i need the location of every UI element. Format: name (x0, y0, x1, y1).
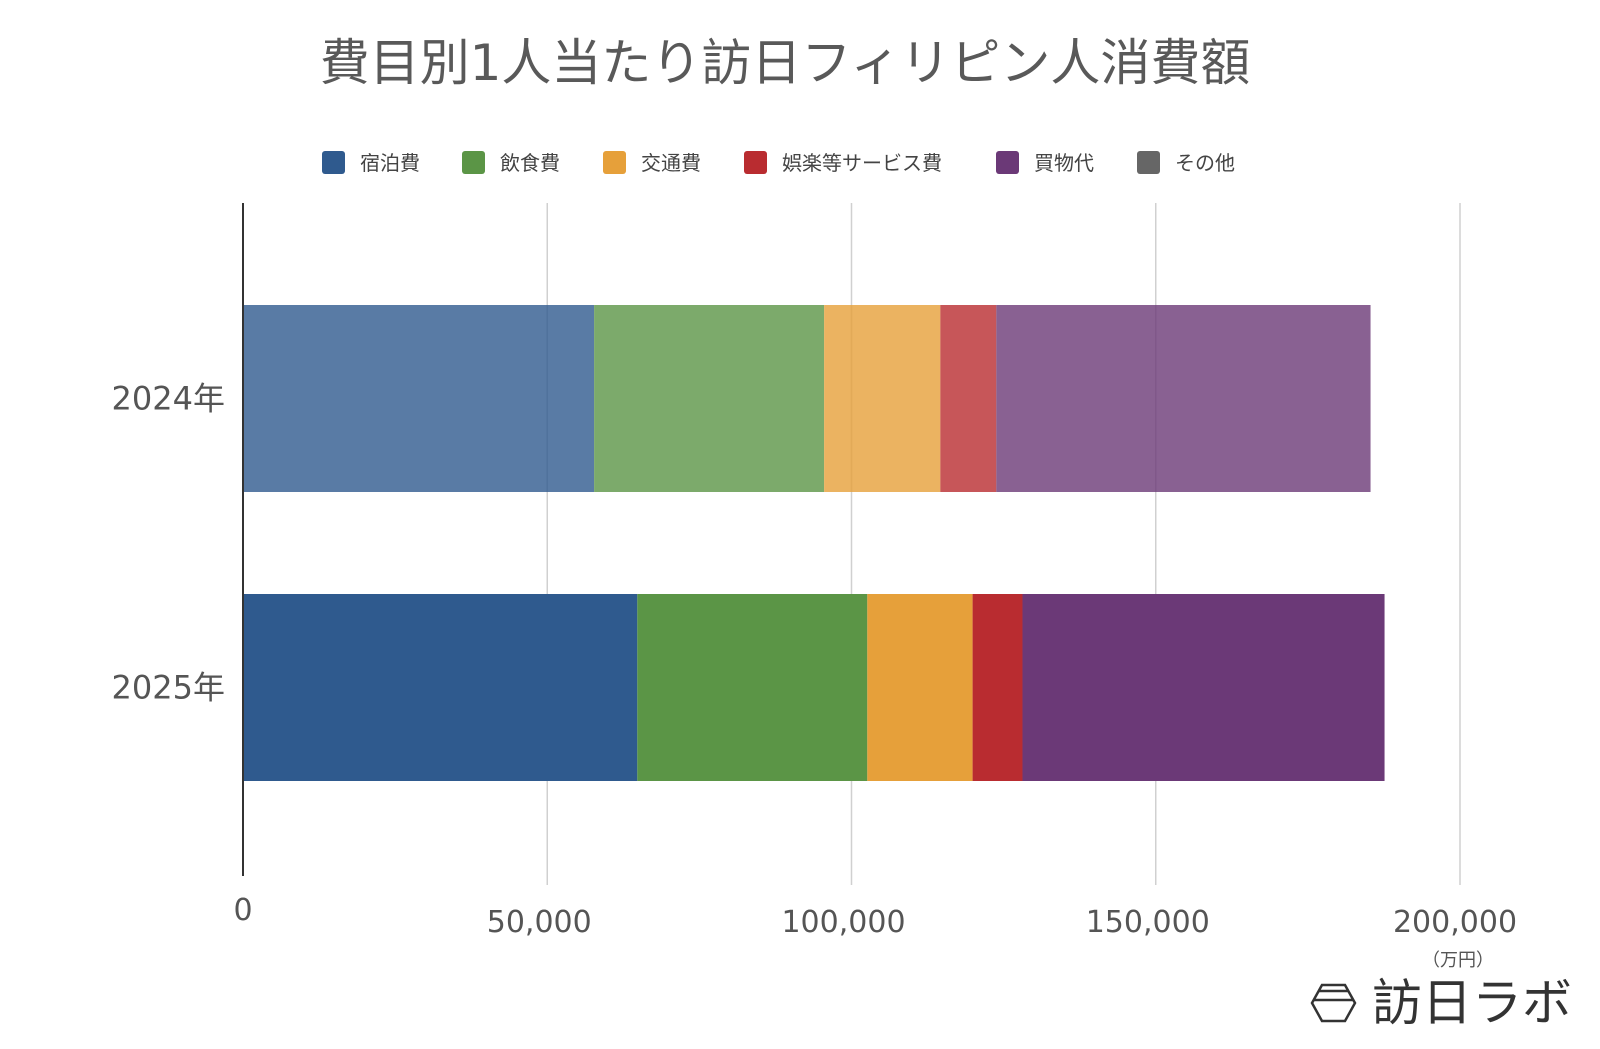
legend-label: 飲食費 (500, 151, 560, 175)
logo-text: 訪日ラボ (1372, 974, 1572, 1032)
legend-swatch (462, 151, 485, 174)
category-labels: 2024年 2025年 (112, 380, 225, 707)
bar-segment (594, 305, 825, 492)
bar-segment (243, 594, 638, 781)
x-unit-label: （万円） (1422, 950, 1494, 971)
legend-swatch (996, 151, 1019, 174)
category-label: 2025年 (112, 669, 225, 707)
legend-swatch (744, 151, 767, 174)
legend-label: 交通費 (641, 151, 701, 175)
x-tick-label: 200,000 (1393, 905, 1517, 940)
bar-segment (824, 305, 941, 492)
legend-item: 娯楽等サービス費 (744, 151, 942, 175)
legend-item: 交通費 (603, 151, 701, 175)
legend-item: 飲食費 (462, 151, 560, 175)
legend-label: 娯楽等サービス費 (782, 151, 942, 175)
x-tick-label: 100,000 (781, 905, 905, 940)
bar-segment (972, 594, 1023, 781)
bar-segment (243, 305, 595, 492)
legend-swatch (322, 151, 345, 174)
legend-item: 宿泊費 (322, 151, 420, 175)
logo-mark-icon (1310, 983, 1357, 1023)
x-tick-label: 150,000 (1086, 905, 1210, 940)
bar-segment (637, 594, 868, 781)
x-tick-labels: 0 50,000 100,000 150,000 200,000 (233, 893, 1517, 940)
chart-title: 費目別1人当たり訪日フィリピン人消費額 (320, 34, 1251, 92)
legend-label: 宿泊費 (360, 151, 420, 175)
bar-segment (1022, 594, 1385, 781)
x-tick-label: 50,000 (487, 905, 592, 940)
bar-segment (867, 594, 973, 781)
logo: 訪日ラボ (1310, 974, 1572, 1032)
bar-segment (996, 305, 1371, 492)
legend-swatch (1137, 151, 1160, 174)
legend-label: その他 (1175, 151, 1235, 175)
legend-item: 買物代 (996, 151, 1094, 175)
legend: 宿泊費 飲食費 交通費 娯楽等サービス費 買物代 その他 (322, 151, 1235, 175)
bar-segment (940, 305, 997, 492)
x-tick-label: 0 (233, 893, 252, 928)
legend-swatch (603, 151, 626, 174)
bars (243, 305, 1385, 781)
legend-item: その他 (1137, 151, 1235, 175)
category-label: 2024年 (112, 380, 225, 418)
legend-label: 買物代 (1034, 151, 1094, 175)
